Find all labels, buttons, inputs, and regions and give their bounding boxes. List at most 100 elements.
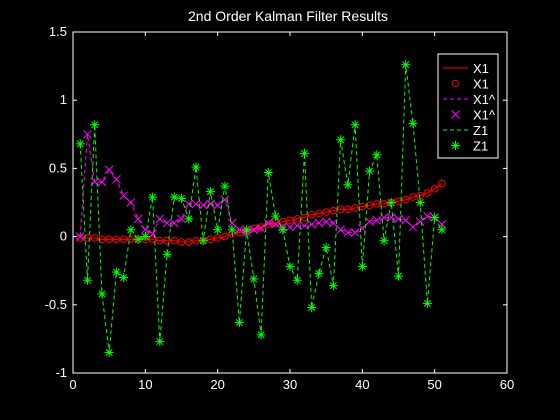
y-tick-label: -1 [55, 365, 67, 380]
data-point-x1-hat-stroke [126, 198, 136, 207]
data-point-z1 [213, 225, 223, 235]
data-point-x1-hat-stroke [235, 225, 244, 235]
data-point-z1 [82, 275, 92, 285]
data-point-z1-stroke [199, 237, 207, 245]
data-point-x1 [365, 201, 374, 210]
data-point-x1-hat [235, 225, 244, 235]
data-point-x1-hat-stroke [104, 165, 114, 175]
y-tick-label: 0 [60, 229, 67, 244]
legend-label: X1 [473, 61, 489, 76]
data-point-x1-hat-stroke [423, 211, 432, 221]
legend-label: X1^ [473, 108, 496, 123]
data-point-z1-stroke [127, 226, 135, 234]
data-point-x1-hat-stroke [408, 222, 418, 232]
data-point-z1 [97, 289, 107, 299]
data-point-x1-hat-stroke [177, 214, 186, 224]
data-point-x1-hat-stroke [184, 199, 194, 209]
legend-marker-sample [451, 110, 460, 119]
data-point-x1-hat [213, 200, 223, 210]
x-tick-label: 40 [355, 377, 369, 392]
data-point-x1-hat-stroke [169, 218, 179, 228]
data-point-z1-stroke [163, 250, 171, 258]
data-point-z1-stroke [300, 149, 309, 157]
data-point-z1 [278, 225, 288, 235]
data-point-x1-hat-stroke [83, 129, 92, 139]
data-point-z1-stroke [293, 276, 301, 284]
data-point-x1-hat-stroke [394, 214, 403, 224]
data-point-x1-hat-stroke [386, 213, 396, 222]
data-point-z1-stroke [141, 233, 149, 241]
data-point-z1 [169, 192, 179, 202]
data-point-x1-hat [365, 217, 374, 226]
data-point-z1-stroke [402, 61, 410, 69]
data-point-x1-hat [126, 198, 136, 207]
legend-label: Z1 [473, 139, 488, 154]
data-point-x1-hat [97, 177, 107, 187]
data-point-x1 [156, 236, 164, 245]
data-point-z1-stroke [394, 272, 403, 280]
data-point-z1 [285, 262, 295, 272]
data-point-x1-hat [415, 217, 425, 226]
x-tick-label: 20 [210, 377, 224, 392]
data-point-x1 [351, 204, 359, 212]
data-point-z1-stroke [235, 318, 243, 327]
legend-label: X1^ [473, 92, 496, 107]
data-point-z1-stroke [185, 215, 193, 223]
data-point-x1-hat [177, 214, 186, 224]
data-point-x1-hat [184, 199, 194, 209]
series-x1-hat [75, 129, 447, 241]
y-tick-label: 0.5 [49, 160, 67, 175]
data-point-x1-hat-stroke [343, 228, 353, 237]
data-point-x1-hat-stroke [140, 225, 150, 235]
data-point-x1 [213, 234, 222, 242]
data-point-z1-stroke [257, 331, 265, 339]
data-point-z1 [148, 192, 158, 202]
data-point-x1-hat [386, 213, 396, 222]
data-point-z1-stroke [156, 338, 164, 346]
data-point-z1 [336, 135, 346, 145]
data-point-z1-stroke [271, 212, 280, 220]
data-point-z1-stroke [83, 276, 92, 284]
data-point-x1-hat [321, 217, 331, 226]
data-point-x1-hat [104, 165, 114, 175]
data-point-x1-hat [394, 214, 403, 224]
data-point-z1 [220, 181, 230, 191]
data-point-z1-stroke [423, 299, 431, 307]
data-point-z1 [126, 225, 136, 235]
legend-marker-sample-stroke [451, 110, 460, 119]
data-point-x1 [423, 189, 432, 197]
data-point-x1-hat-stroke [263, 218, 273, 228]
data-point-z1 [90, 120, 100, 130]
data-point-z1 [242, 225, 252, 235]
data-point-z1-stroke [351, 121, 359, 129]
data-point-z1-stroke [105, 348, 113, 357]
data-point-x1 [163, 236, 171, 245]
data-point-x1-hat [300, 221, 309, 231]
x-tick-label: 50 [427, 377, 441, 392]
data-point-z1 [299, 148, 309, 158]
data-point-x1-hat [162, 218, 172, 228]
data-point-x1-hat-stroke [213, 200, 223, 210]
data-point-z1-stroke [329, 282, 337, 290]
data-point-z1 [321, 243, 331, 253]
data-point-x1 [257, 223, 265, 231]
data-point-x1-hat [256, 224, 266, 233]
data-point-z1 [119, 273, 129, 283]
data-point-x1 [322, 208, 330, 216]
data-point-z1 [177, 193, 186, 203]
data-point-x1-hat [220, 195, 230, 205]
data-point-z1 [205, 187, 215, 197]
data-point-x1 [170, 236, 179, 245]
data-point-x1-hat-stroke [112, 174, 121, 184]
data-point-x1-hat [350, 228, 360, 237]
data-point-z1-stroke [250, 275, 258, 283]
data-point-x1-hat-stroke [75, 232, 85, 241]
data-point-x1-hat [155, 214, 165, 224]
data-point-x1-hat [263, 218, 273, 228]
data-point-z1-stroke [192, 163, 200, 171]
data-point-z1 [372, 150, 382, 160]
data-point-x1 [221, 232, 229, 241]
data-point-z1 [227, 225, 237, 235]
data-point-x1-hat-stroke [148, 229, 157, 239]
